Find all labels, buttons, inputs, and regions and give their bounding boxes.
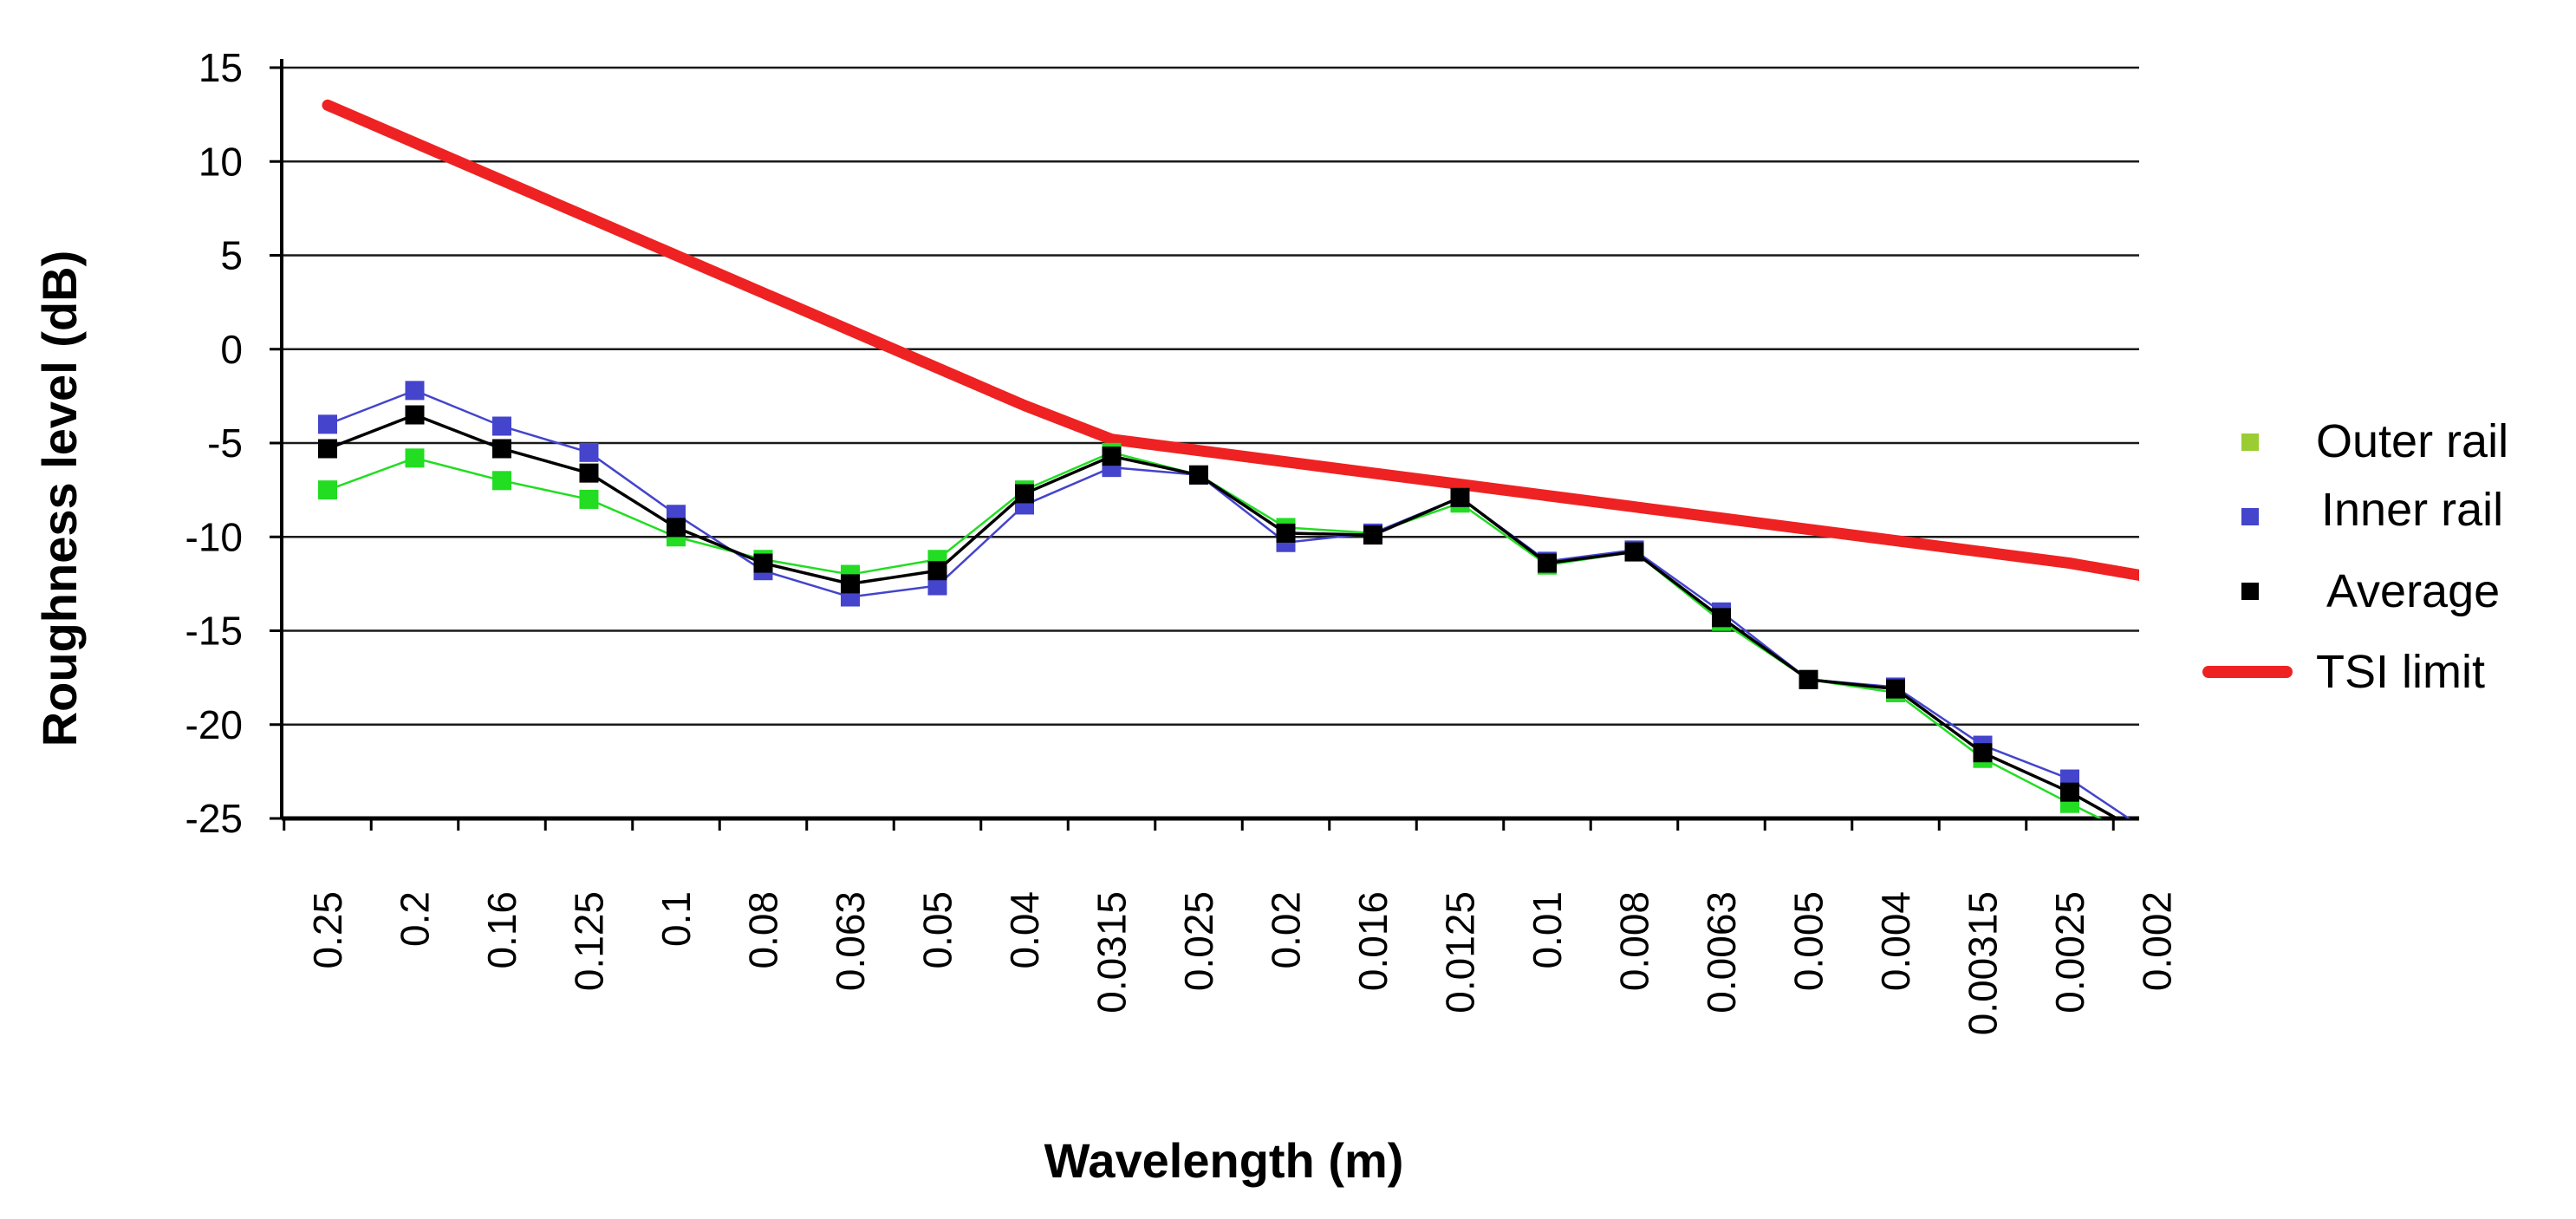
y-tick-label: -5 xyxy=(207,420,243,466)
legend-item-tsi-limit: TSI limit xyxy=(2202,646,2485,698)
legend: Outer rail Inner rail Average TSI limit xyxy=(2202,415,2508,698)
y-tick-label: -15 xyxy=(185,609,243,654)
x-tick-label: 0.005 xyxy=(1786,891,1831,991)
marker-average xyxy=(1102,447,1122,466)
x-tick-label: 0.16 xyxy=(479,891,524,969)
line-tsi-limit xyxy=(322,99,2139,581)
marker-outer-rail xyxy=(579,489,599,509)
x-tick-label: 0.016 xyxy=(1350,891,1395,991)
x-axis-title: Wavelength (m) xyxy=(1044,1133,1404,1188)
legend-item-outer-rail: Outer rail xyxy=(2241,415,2508,467)
x-tick-label: 0.04 xyxy=(1002,891,1047,969)
marker-average xyxy=(927,561,947,581)
legend-marker-outer-rail xyxy=(2241,433,2259,451)
marker-average xyxy=(1276,523,1296,543)
marker-average xyxy=(2148,831,2167,851)
x-tick-label: 0.08 xyxy=(741,891,786,969)
x-tick-label: 0.02 xyxy=(1264,891,1309,969)
marker-outer-rail xyxy=(318,480,337,500)
legend-item-average: Average xyxy=(2241,565,2500,617)
marker-average xyxy=(841,574,860,594)
x-tick-label: 0.0125 xyxy=(1438,891,1483,1014)
legend-marker-inner-rail xyxy=(2241,508,2259,525)
plot-area xyxy=(318,99,2167,856)
marker-average xyxy=(1450,487,1470,507)
x-tick-label: 0.002 xyxy=(2135,891,2180,991)
x-axis-ticks: 0.25 0.2 0.16 0.125 0.1 0.08 0.063 0.05 0.04 0.03… xyxy=(283,818,2180,1035)
x-tick-label: 0.1 xyxy=(654,891,699,947)
legend-label-outer-rail: Outer rail xyxy=(2316,415,2508,467)
x-tick-label: 0.0315 xyxy=(1090,891,1135,1014)
y-axis-title: Roughness level (dB) xyxy=(32,251,87,747)
marker-average xyxy=(1538,553,1557,573)
x-tick-label: 0.004 xyxy=(1873,891,1918,991)
legend-marker-average xyxy=(2241,583,2259,600)
marker-average xyxy=(1973,743,1993,763)
marker-inner-rail xyxy=(579,442,599,462)
marker-average xyxy=(579,463,599,483)
legend-label-inner-rail: Inner rail xyxy=(2321,484,2503,536)
marker-average xyxy=(405,405,425,425)
y-tick-label: 15 xyxy=(198,45,243,90)
marker-average xyxy=(1712,608,1731,628)
x-tick-label: 0.05 xyxy=(915,891,960,969)
marker-average xyxy=(1799,669,1818,689)
marker-inner-rail xyxy=(405,381,425,401)
x-tick-label: 0.0063 xyxy=(1699,891,1744,1014)
marker-outer-rail xyxy=(2148,837,2167,856)
marker-inner-rail xyxy=(492,416,511,436)
marker-average xyxy=(2060,782,2079,802)
gridlines xyxy=(282,66,2139,726)
marker-average xyxy=(1624,542,1644,562)
marker-average xyxy=(492,439,511,459)
x-tick-label: 0.2 xyxy=(393,891,438,947)
y-tick-label: -25 xyxy=(185,796,243,841)
marker-average xyxy=(1363,525,1382,545)
x-tick-label: 0.0025 xyxy=(2047,891,2092,1014)
axes xyxy=(280,59,2139,821)
x-tick-label: 0.00315 xyxy=(1961,891,2006,1035)
series-tsi-limit xyxy=(322,99,2139,581)
marker-average xyxy=(318,439,337,459)
marker-inner-rail xyxy=(2148,828,2167,847)
legend-label-average: Average xyxy=(2326,565,2500,617)
marker-average xyxy=(667,518,686,538)
legend-label-tsi-limit: TSI limit xyxy=(2316,646,2485,698)
marker-average xyxy=(753,553,773,573)
marker-inner-rail xyxy=(318,414,337,434)
x-tick-label: 0.01 xyxy=(1525,891,1570,969)
line-average xyxy=(326,413,2120,818)
marker-average xyxy=(1015,484,1034,504)
marker-average xyxy=(1189,465,1208,485)
marker-average xyxy=(1886,679,1905,699)
y-tick-label: 0 xyxy=(220,327,243,372)
marker-outer-rail xyxy=(405,448,425,468)
legend-item-inner-rail: Inner rail xyxy=(2241,484,2503,536)
series-average xyxy=(318,405,2167,851)
y-tick-label: -10 xyxy=(185,514,243,559)
y-tick-label: 10 xyxy=(198,139,243,184)
x-tick-label: 0.025 xyxy=(1176,891,1221,991)
y-tick-label: 5 xyxy=(220,233,243,278)
x-tick-label: 0.063 xyxy=(828,891,873,991)
y-axis-ticks: 15 10 5 0 -5 -10 -15 -20 -25 xyxy=(185,45,282,841)
y-tick-label: -20 xyxy=(185,702,243,747)
x-tick-label: 0.008 xyxy=(1612,891,1657,991)
x-tick-label: 0.25 xyxy=(305,891,350,969)
marker-outer-rail xyxy=(492,471,511,491)
line-outer-rail xyxy=(326,451,2103,818)
marker-inner-rail xyxy=(927,576,947,596)
x-tick-label: 0.125 xyxy=(567,891,612,991)
